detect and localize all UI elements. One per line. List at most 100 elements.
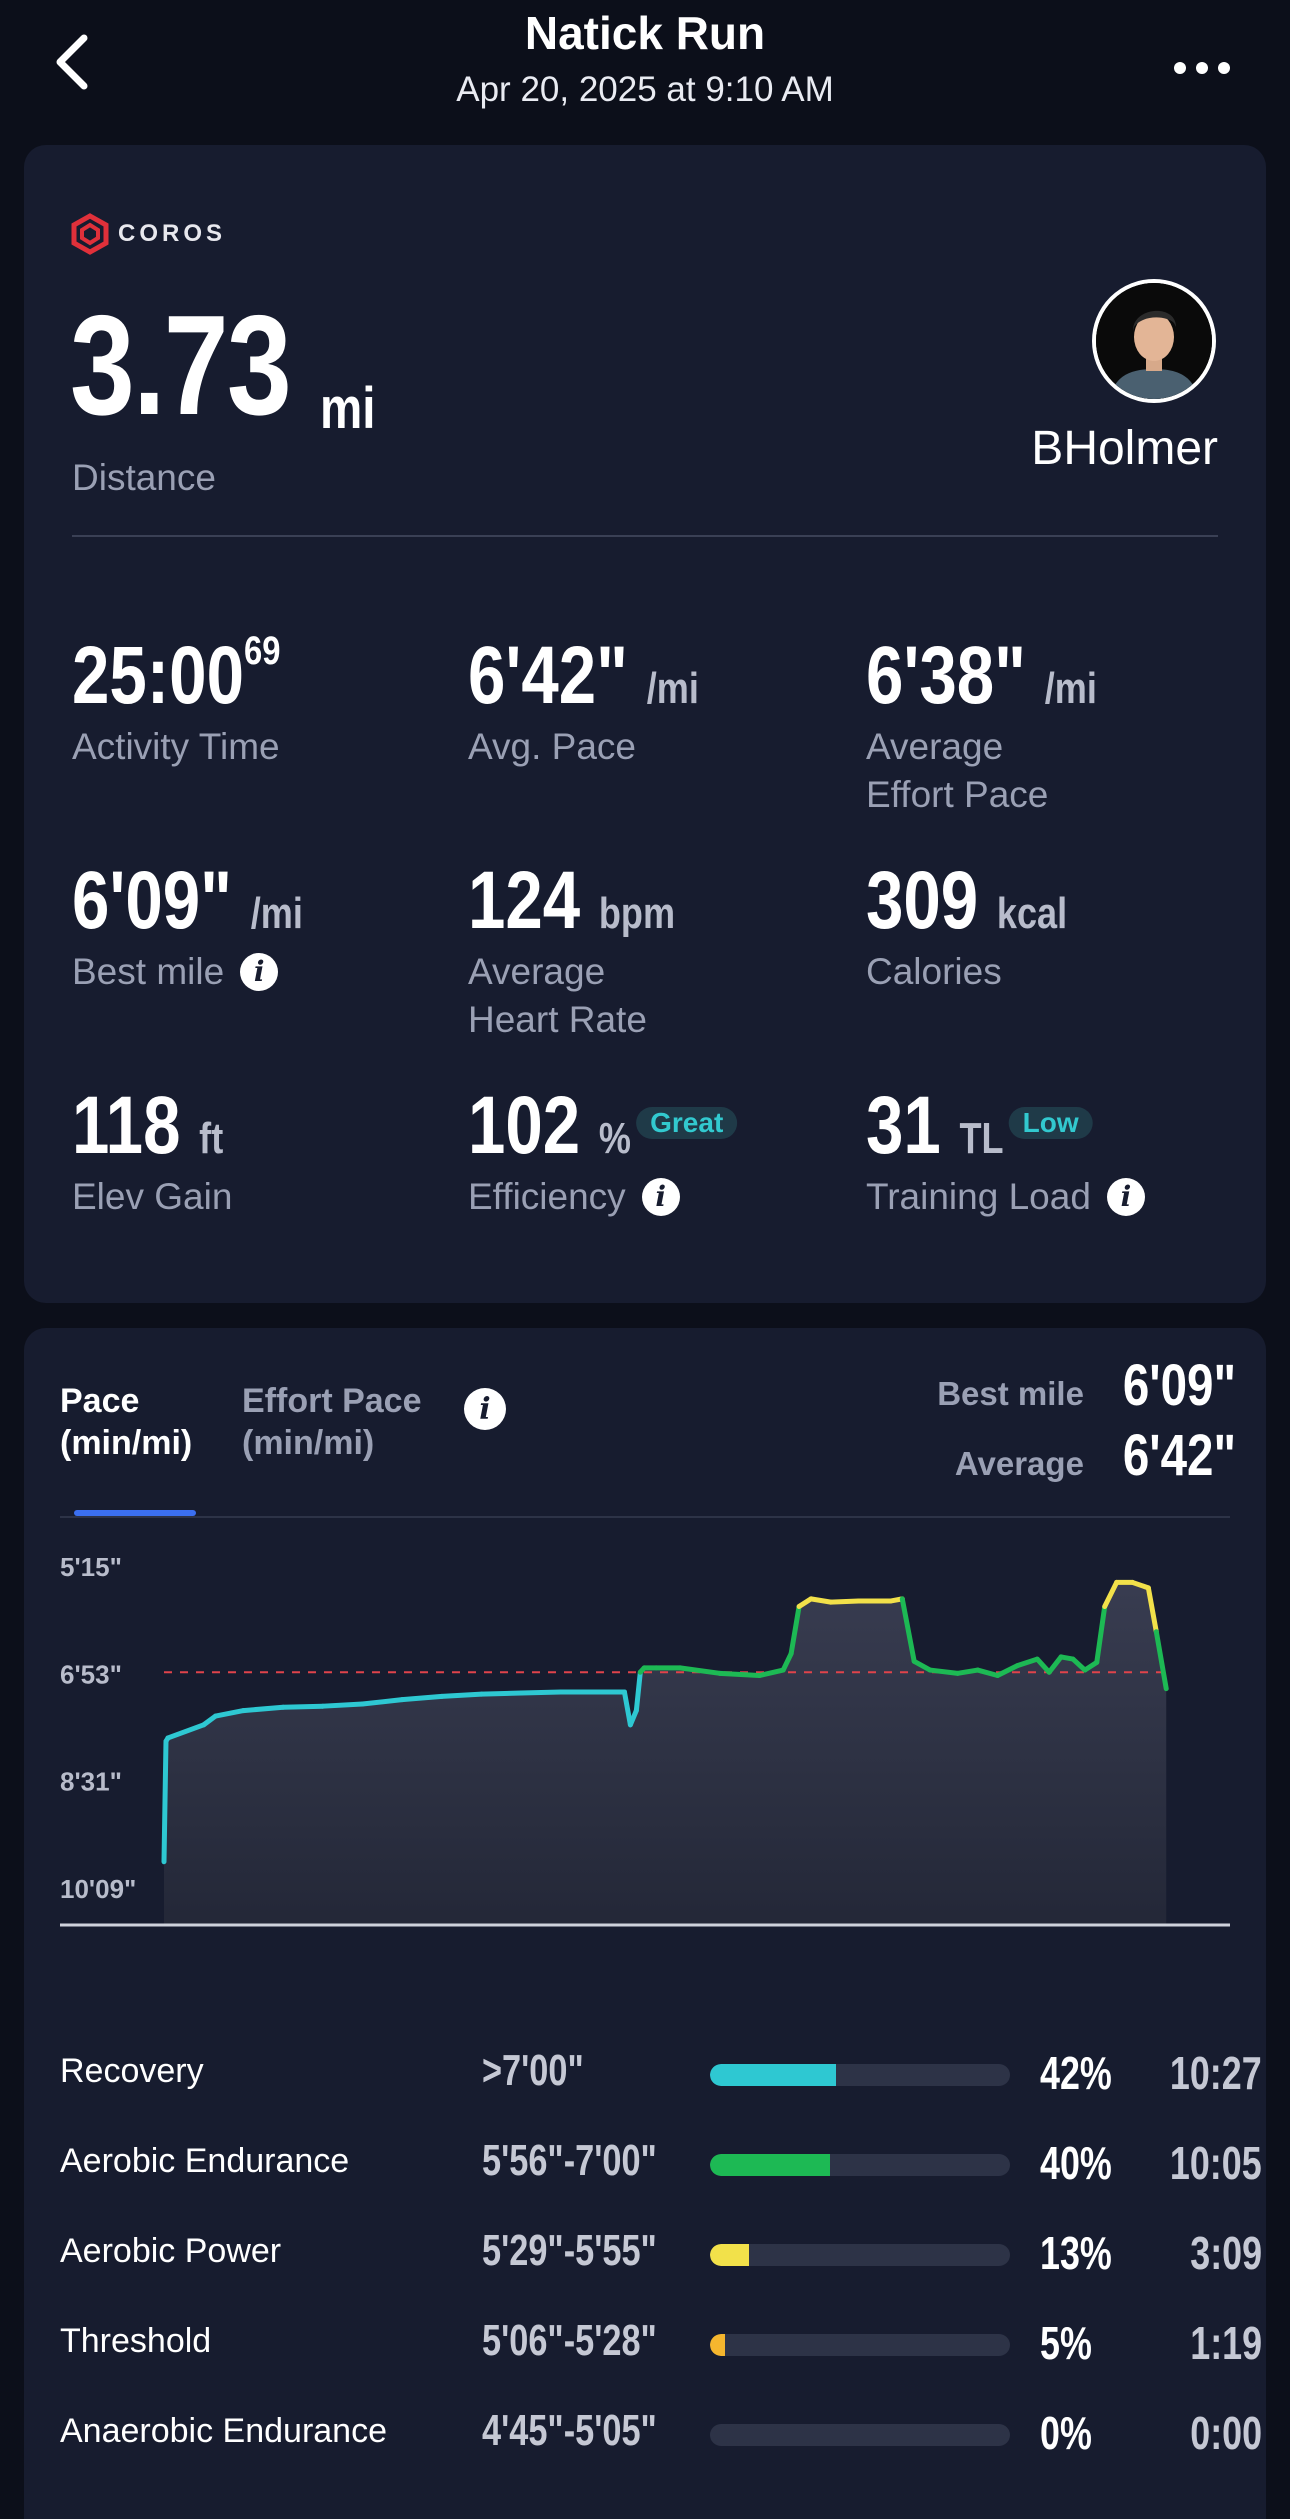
- stat-avg-pace: 6'42" /mi Avg. Pace: [468, 635, 750, 771]
- zone-percent: 5%: [1040, 2317, 1092, 2369]
- stat-best-mile: 6'09" /mi Best mile i: [72, 860, 354, 996]
- stat-avg-effort-pace: 6'38" /mi Average Effort Pace: [866, 635, 1148, 819]
- zone-bar: [710, 2424, 1010, 2446]
- stat-value: 118 ft: [72, 1080, 224, 1171]
- pace-line-segment: [633, 1669, 643, 1714]
- zone-time: 10:05: [1170, 2137, 1262, 2189]
- zone-range: 4'45"-5'05": [482, 2406, 657, 2455]
- y-tick-label: 10'09": [60, 1874, 136, 1904]
- stat-label: Elev Gain: [72, 1176, 233, 1217]
- pace-line-segment: [359, 1697, 405, 1707]
- more-options-button[interactable]: [1162, 48, 1242, 88]
- zone-range: >7'00": [482, 2046, 584, 2095]
- tab-effort-pace[interactable]: Effort Pace (min/mi): [242, 1382, 422, 1462]
- pace-line-segment: [677, 1665, 723, 1676]
- user-avatar-icon: [1096, 283, 1212, 399]
- pace-line-segment: [320, 1701, 365, 1709]
- pace-line-segment: [788, 1604, 802, 1657]
- pace-line-segment: [518, 1689, 564, 1696]
- stat-value: 309 kcal: [866, 855, 1068, 946]
- username[interactable]: BHolmer: [1031, 422, 1218, 475]
- zone-row: Threshold 5'06"-5'28" 5% 1:19: [60, 2312, 1262, 2372]
- zone-row: Aerobic Power 5'29"-5'55" 13% 3:09: [60, 2222, 1262, 2282]
- best-mile-value: 6'09": [1122, 1353, 1236, 1418]
- avatar[interactable]: [1092, 279, 1216, 403]
- zone-bar-fill: [710, 2244, 749, 2266]
- zone-bar-fill: [710, 2064, 836, 2086]
- stat-label: Training Load i: [866, 1173, 1145, 1221]
- stat-calories: 309 kcal Calories: [866, 860, 1111, 996]
- stat-value: 6'42" /mi: [468, 630, 699, 721]
- zone-name: Aerobic Power: [60, 2232, 282, 2270]
- distance-unit: mi: [320, 376, 376, 441]
- y-tick-label: 5'15": [60, 1552, 122, 1582]
- stat-label: Avg. Pace: [468, 726, 636, 767]
- stat-value: 6'09" /mi: [72, 855, 303, 946]
- info-icon[interactable]: i: [641, 1178, 680, 1216]
- distance-value: 3.73: [70, 286, 292, 445]
- zone-bar-fill: [710, 2154, 830, 2176]
- pace-line-segment: [828, 1598, 862, 1605]
- pace-line-segment: [399, 1693, 445, 1703]
- zone-time: 0:00: [1190, 2407, 1262, 2459]
- zone-bar-fill: [710, 2334, 725, 2356]
- zone-time: 1:19: [1190, 2317, 1262, 2369]
- pace-line-segment: [927, 1667, 961, 1676]
- pace-line-segment: [975, 1667, 1001, 1679]
- zone-time: 10:27: [1170, 2047, 1262, 2099]
- zone-bar: [710, 2064, 1010, 2086]
- pace-line-segment: [1102, 1579, 1120, 1610]
- stat-value: 6'38" /mi: [866, 630, 1097, 721]
- pace-chart[interactable]: 5'15"6'53"8'31"10'09" 0102026: [24, 1528, 1266, 1928]
- pace-line-segment: [756, 1667, 786, 1679]
- info-icon[interactable]: i: [1106, 1178, 1145, 1216]
- efficiency-badge: Great: [635, 1107, 738, 1140]
- pace-line-segment: [621, 1689, 633, 1728]
- pace-line-segment: [439, 1691, 485, 1699]
- stat-training-load: 31 TL Low Training Load i: [866, 1085, 1145, 1221]
- pace-line-segment: [213, 1708, 246, 1719]
- pace-line-segment: [1070, 1656, 1088, 1673]
- pace-line-segment: [280, 1703, 326, 1710]
- pace-chart-card: Pace (min/mi) Effort Pace (min/mi) i Bes…: [24, 1328, 1266, 2519]
- chevron-left-icon: [56, 34, 88, 90]
- stat-label: Best mile i: [72, 948, 354, 996]
- page-title: Natick Run: [524, 7, 766, 59]
- pace-line-segment: [1014, 1656, 1040, 1669]
- stat-label: Average Heart Rate: [468, 951, 647, 1040]
- pace-line-segment: [899, 1596, 917, 1664]
- divider: [72, 535, 1218, 537]
- zone-row: Aerobic Endurance 5'56"-7'00" 40% 10:05: [60, 2132, 1262, 2192]
- training-load-badge: Low: [1008, 1107, 1093, 1140]
- zone-range: 5'06"-5'28": [482, 2316, 657, 2365]
- pace-line-segment: [1094, 1604, 1108, 1665]
- zone-bar: [710, 2334, 1010, 2356]
- pace-line-segment: [1153, 1629, 1169, 1692]
- stat-label: Average Effort Pace: [866, 726, 1049, 815]
- zone-name: Recovery: [60, 2052, 204, 2090]
- distance-label: Distance: [72, 457, 216, 498]
- activity-summary-card: COROS 3.73 mi Distance BHolmer 25:0069 A…: [24, 145, 1266, 1303]
- info-icon[interactable]: i: [464, 1388, 506, 1430]
- pace-line-segment: [1145, 1585, 1159, 1635]
- back-button[interactable]: [52, 30, 112, 102]
- pace-line-segment: [995, 1663, 1020, 1679]
- zone-time: 3:09: [1190, 2227, 1262, 2279]
- more-dot-icon: [1174, 62, 1186, 74]
- activity-datetime: Apr 20, 2025 at 9:10 AM: [456, 70, 834, 109]
- pace-line-segment: [240, 1704, 286, 1714]
- more-dot-icon: [1196, 62, 1208, 74]
- tab-pace[interactable]: Pace (min/mi): [60, 1382, 193, 1462]
- pace-line-segment: [955, 1667, 981, 1676]
- average-label: Average: [954, 1445, 1084, 1482]
- pace-line-segment: [479, 1690, 524, 1697]
- divider: [60, 1516, 1230, 1518]
- zone-row: Anaerobic Endurance 4'45"-5'05" 0% 0:00: [60, 2402, 1262, 2462]
- stat-value: 102 % Great: [468, 1085, 738, 1167]
- pace-area: [164, 1582, 1167, 1925]
- top-bar: Natick Run Apr 20, 2025 at 9:10 AM: [0, 0, 1290, 140]
- y-tick-label: 6'53": [60, 1659, 122, 1689]
- info-icon[interactable]: i: [240, 953, 279, 991]
- stat-avg-heart-rate: 124 bpm Average Heart Rate: [468, 860, 721, 1044]
- zone-bar: [710, 2244, 1010, 2266]
